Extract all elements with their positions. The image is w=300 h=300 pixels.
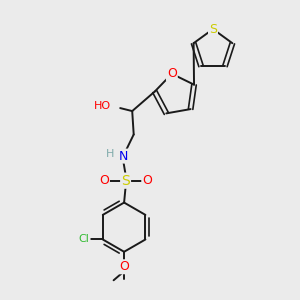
Text: S: S [209,22,217,36]
Text: O: O [99,174,109,187]
Text: O: O [167,67,177,80]
Text: HO: HO [94,101,111,111]
Text: Cl: Cl [79,235,90,244]
Text: H: H [106,149,114,159]
Text: S: S [121,174,130,188]
Text: O: O [142,174,152,187]
Text: N: N [118,150,128,163]
Text: O: O [119,260,129,273]
